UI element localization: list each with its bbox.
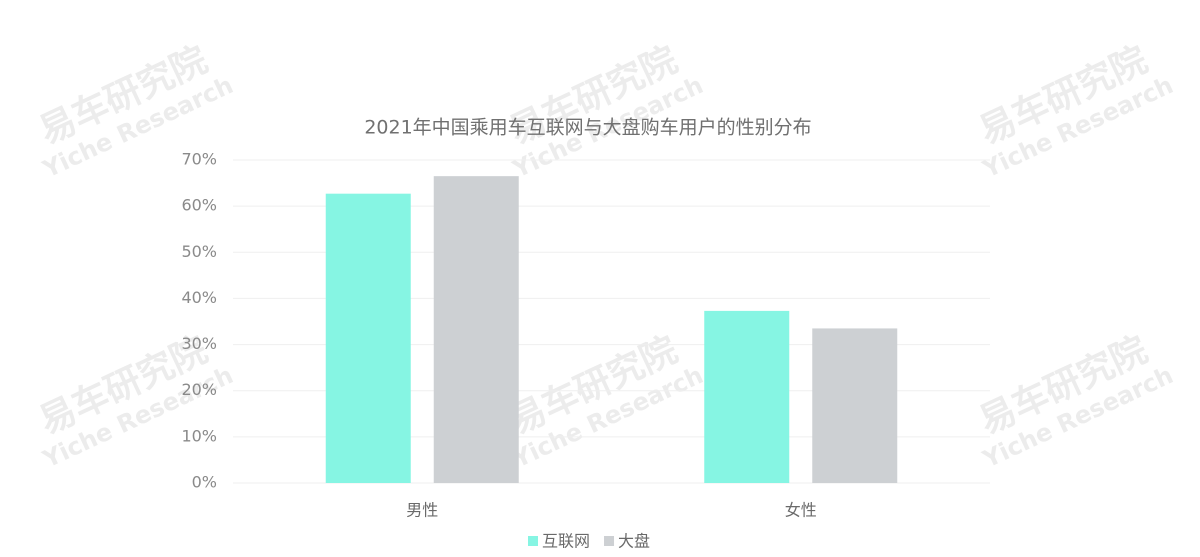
y-tick-label: 20% xyxy=(181,380,217,399)
x-tick-label: 女性 xyxy=(785,501,817,520)
chart-title: 2021年中国乘用车互联网与大盘购车用户的性别分布 xyxy=(364,117,811,139)
legend-swatch xyxy=(528,536,538,546)
y-tick-label: 70% xyxy=(181,150,217,169)
y-tick-label: 30% xyxy=(181,334,217,353)
y-tick-label: 10% xyxy=(181,426,217,445)
y-tick-label: 0% xyxy=(192,473,217,492)
x-tick-label: 男性 xyxy=(406,501,438,520)
legend-swatch xyxy=(604,536,615,546)
y-tick-label: 50% xyxy=(181,242,217,261)
y-tick-label: 40% xyxy=(181,288,217,307)
bar xyxy=(325,193,411,484)
bar xyxy=(433,176,519,483)
bar xyxy=(704,310,790,483)
legend-label: 互联网 xyxy=(542,532,590,551)
legend: 互联网 大盘 xyxy=(528,532,650,551)
y-tick-label: 60% xyxy=(181,196,217,215)
legend-label: 大盘 xyxy=(618,532,650,551)
bar xyxy=(812,328,898,483)
